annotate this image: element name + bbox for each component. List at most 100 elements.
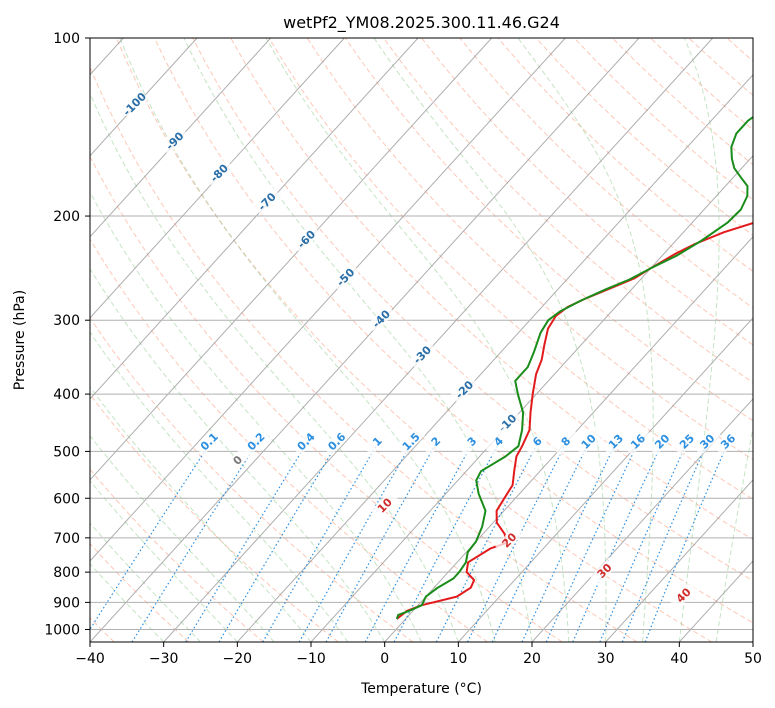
isotherm-line — [605, 479, 753, 642]
sounding-profiles — [395, 115, 753, 620]
isotherm-line — [90, 38, 493, 481]
dry-adiabat-line — [90, 155, 563, 642]
dry-adiabat-line — [192, 38, 753, 582]
mixing-ratio-label-backdrop — [623, 427, 652, 456]
y-tick-label: 100 — [53, 31, 80, 47]
background-lines — [90, 38, 753, 642]
mixing-ratio-label-backdrop — [194, 427, 224, 456]
temperature-profile-line — [396, 221, 753, 620]
y-tick-label: 800 — [53, 565, 80, 581]
isotherm-line — [90, 38, 198, 157]
isotherm-label-backdrop — [366, 304, 396, 333]
x-tick-label: 30 — [597, 651, 615, 667]
mixing-ratio-label-backdrop — [421, 427, 450, 456]
moist-adiabat-line — [90, 386, 312, 642]
y-tick-label: 1000 — [44, 622, 80, 638]
dry-adiabat-line — [90, 66, 638, 642]
x-tick-label: 0 — [380, 651, 389, 667]
dry-adiabat-line — [383, 38, 753, 384]
mixing-ratio-label-backdrop — [396, 427, 426, 456]
moist-adiabat-line — [90, 522, 201, 642]
mixing-ratio-line — [218, 440, 340, 642]
mixing-ratio-label: 8 — [551, 427, 580, 456]
x-tick-label: −20 — [223, 651, 253, 667]
mixing-ratio-label-backdrop — [713, 427, 743, 456]
moist-adiabat-line — [90, 435, 275, 642]
y-tick-label: 500 — [53, 444, 80, 460]
isotherm-line — [163, 38, 714, 642]
isotherm-label-backdrop — [292, 224, 321, 254]
mixing-ratio-label-backdrop — [363, 427, 392, 456]
isotherm-label-backdrop — [252, 187, 281, 216]
y-axis-title: Pressure (hPa) — [12, 290, 28, 390]
dry-adiabat-line — [268, 38, 753, 500]
mixing-ratio-line — [325, 440, 439, 642]
isotherm-line — [90, 38, 345, 319]
mixing-ratio-line — [364, 440, 475, 642]
y-tick-label: 600 — [53, 491, 80, 507]
moist-adiabat-line — [517, 38, 654, 642]
mixing-ratio-label: 1 — [363, 427, 392, 456]
mixing-ratio-label-backdrop — [523, 427, 552, 456]
mixing-ratio-label: 4 — [484, 427, 513, 456]
mixing-ratio-label-backdrop — [647, 427, 677, 456]
moist-adiabat-line — [90, 562, 165, 642]
mixing-ratio-label-backdrop — [291, 427, 320, 456]
isotherm-line — [236, 73, 753, 642]
mixing-ratio-label-backdrop — [322, 427, 351, 456]
dry-adiabat-line — [115, 38, 712, 642]
line-labels: -100-90-80-70-60-50-40-30-20-100.1 0.2 0.4… — [120, 89, 743, 610]
mixing-ratio-label-backdrop — [241, 427, 271, 456]
mixing-ratio-label: 6 — [523, 427, 552, 456]
mixing-ratio-label-backdrop — [601, 427, 630, 456]
isotherm-label-backdrop — [120, 89, 149, 119]
isotherm-label-backdrop — [204, 158, 234, 188]
x-tick-label: −30 — [149, 651, 179, 667]
moist-adiabat-label: 0 — [223, 445, 252, 475]
x-tick-label: 10 — [449, 651, 467, 667]
moist-adiabat-label-backdrop — [494, 525, 524, 555]
isotherm-label-backdrop — [331, 262, 360, 292]
chart-title: wetPf2_YM08.2025.300.11.46.G24 — [283, 13, 560, 33]
mixing-ratio-label-backdrop — [484, 427, 513, 456]
mixing-ratio-label-backdrop — [672, 427, 701, 456]
isotherm-line — [531, 398, 753, 642]
moist-adiabat-line — [265, 38, 570, 642]
x-tick-label: 40 — [670, 651, 688, 667]
isotherm-line — [457, 317, 753, 642]
isotherm-line — [90, 38, 566, 562]
mixing-ratio-line — [298, 440, 414, 642]
moist-adiabat-line — [90, 480, 238, 642]
moist-adiabat-label-backdrop — [370, 491, 399, 520]
isotherm-label-backdrop — [160, 126, 189, 155]
mixing-ratio-line — [185, 440, 309, 642]
x-tick-label: 20 — [523, 651, 541, 667]
isotherm-line — [90, 38, 640, 642]
x-tick-label: −10 — [296, 651, 326, 667]
isotherm-label-backdrop — [450, 375, 479, 404]
x-tick-label: −40 — [75, 651, 105, 667]
mixing-ratio-line — [466, 440, 568, 642]
isotherm-label-backdrop — [407, 340, 437, 369]
moist-adiabat-line — [90, 267, 386, 642]
plot-frame — [89, 37, 754, 643]
moist-adiabat-line — [119, 38, 496, 642]
dry-adiabat-line — [154, 38, 753, 624]
dry-adiabat-line — [306, 38, 753, 461]
x-tick-label: 50 — [744, 651, 762, 667]
y-tick-label: 900 — [53, 595, 80, 611]
moist-adiabat-line — [373, 38, 607, 642]
moist-adiabat-line — [90, 92, 459, 642]
moist-adiabat-label-backdrop — [669, 581, 698, 610]
dry-adiabat-line — [421, 38, 753, 346]
mixing-ratio-line — [599, 440, 689, 642]
dewpoint-profile-line — [395, 115, 753, 620]
moist-adiabat-line — [90, 191, 422, 642]
axes: −40 −30 −20 −10 0 10 20 30 40 5010020030040050060… — [44, 31, 762, 667]
mixing-ratio-label-backdrop — [551, 427, 580, 456]
mixing-ratio-line — [545, 440, 640, 642]
moist-adiabat-line — [715, 425, 753, 642]
mixing-ratio-label-backdrop — [574, 427, 603, 456]
